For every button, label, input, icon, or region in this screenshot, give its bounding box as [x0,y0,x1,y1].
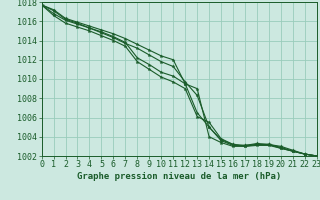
X-axis label: Graphe pression niveau de la mer (hPa): Graphe pression niveau de la mer (hPa) [77,172,281,181]
